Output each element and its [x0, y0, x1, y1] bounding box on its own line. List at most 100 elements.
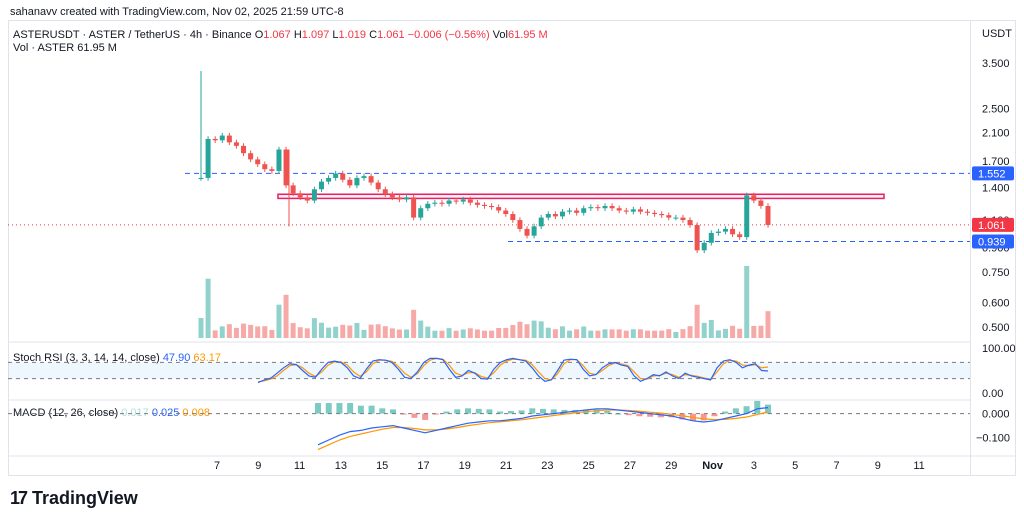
volume-bar	[496, 328, 502, 338]
candle-body	[517, 220, 523, 229]
volume-bar	[340, 324, 346, 338]
candle-body	[730, 228, 736, 235]
volume-bar	[524, 324, 530, 338]
candle-body	[198, 177, 204, 179]
volume-bar	[581, 326, 587, 338]
volume-bar	[517, 321, 523, 338]
volume-legend[interactable]: Vol · ASTER 61.95 M	[13, 42, 117, 54]
candle-body	[290, 185, 296, 194]
volume-bar	[333, 326, 339, 338]
macd-histogram-bar	[432, 413, 439, 415]
candle-body	[340, 173, 346, 180]
candle-body	[375, 182, 381, 190]
volume-bar	[368, 324, 374, 338]
date-tick-label: 27	[624, 460, 636, 472]
candle-body	[297, 193, 303, 198]
candle-body	[269, 169, 275, 171]
volume-bar	[737, 328, 743, 338]
volume-bar	[318, 322, 324, 338]
volume-bar	[666, 329, 672, 338]
volume-bar	[510, 325, 516, 338]
macd-histogram-bar	[540, 408, 546, 414]
currency-label[interactable]: USDT	[982, 28, 1012, 40]
candle-body	[708, 232, 714, 243]
volume-bar	[730, 325, 736, 338]
close-value: 1.061	[377, 29, 405, 41]
date-tick-label: 21	[500, 460, 512, 472]
volume-bar	[616, 329, 622, 338]
date-tick-label: 7	[833, 460, 839, 472]
tradingview-wordmark: TradingView	[32, 488, 138, 508]
price-tick-label: 3.500	[982, 58, 1010, 70]
candle-body	[255, 159, 261, 165]
open-label: O	[254, 29, 264, 41]
macd-histogram-bar	[325, 403, 332, 414]
volume-bar	[744, 266, 750, 338]
macd-level-label: 0.000	[982, 409, 1010, 421]
stoch-band	[8, 362, 970, 379]
macd-histogram-bar	[507, 410, 514, 414]
macd-histogram-bar	[722, 411, 729, 414]
symbol-title[interactable]: ASTERUSDT · ASTER / TetherUS · 4h · Bina…	[13, 29, 252, 41]
candle-body	[396, 197, 402, 200]
macd-histogram-bar	[422, 413, 429, 420]
candle-body	[226, 135, 232, 143]
candle-body	[574, 210, 580, 213]
volume-bar	[680, 329, 686, 338]
change-value: −0.006 (−0.56%)	[407, 29, 490, 41]
candle-body	[460, 199, 466, 202]
volume-bar	[531, 320, 537, 338]
candle-body	[645, 211, 651, 213]
macd-histogram-bar	[390, 409, 396, 414]
tradingview-logo[interactable]: 17 TradingView	[10, 488, 138, 509]
price-tick-label: 0.750	[982, 267, 1010, 279]
candle-body	[595, 207, 601, 209]
macd-legend[interactable]: MACD (12, 26, close) 0.017 0.025 0.008	[13, 407, 210, 419]
volume-bar	[630, 329, 636, 338]
candle-body	[552, 213, 558, 217]
candle-body	[404, 197, 410, 200]
stoch-level-label: 0.00	[982, 388, 1003, 400]
candle-body	[694, 225, 700, 251]
price-tick-label: 2.100	[982, 127, 1010, 139]
volume-bar	[552, 329, 558, 338]
macd-histogram-bar	[368, 405, 375, 414]
volume-bar	[212, 330, 218, 338]
stoch-rsi-legend[interactable]: Stoch RSI (3, 3, 14, 14, close) 47.90 63…	[13, 352, 221, 364]
volume-bar	[588, 330, 594, 338]
low-value: 1.019	[338, 29, 367, 41]
price-tick-label: 1.700	[982, 156, 1010, 168]
high-label: H	[293, 29, 302, 41]
macd-signal-value: 0.008	[182, 407, 210, 419]
volume-bar	[326, 327, 332, 338]
macd-histogram-bar	[529, 408, 536, 414]
macd-histogram-bar	[679, 413, 686, 420]
macd-histogram-bar	[732, 408, 739, 414]
volume-bar	[198, 318, 204, 338]
volume-bar	[482, 330, 487, 338]
price-scale[interactable]	[970, 20, 1016, 476]
date-tick-label: 13	[335, 460, 347, 472]
candle-body	[425, 203, 431, 209]
volume-bar	[304, 328, 310, 338]
high-value: 1.097	[301, 29, 330, 41]
candle-body	[524, 228, 530, 236]
volume-bar	[453, 330, 459, 338]
volume-bar	[673, 332, 679, 338]
price-badge	[972, 234, 1014, 249]
candle-body	[389, 194, 395, 198]
volume-bar	[545, 327, 551, 338]
resistance-zone	[277, 193, 885, 200]
macd-histogram-bar	[625, 413, 632, 416]
macd-histogram-bar	[711, 413, 718, 417]
volume-bar	[609, 329, 615, 338]
candle-body	[609, 205, 615, 209]
candle-body	[687, 220, 693, 226]
date-tick-label: 9	[875, 460, 881, 472]
candle-body	[659, 213, 665, 216]
close-label: C	[369, 29, 378, 41]
volume-bar	[262, 326, 268, 338]
candle-body	[673, 217, 679, 219]
volume-bar	[233, 327, 239, 338]
